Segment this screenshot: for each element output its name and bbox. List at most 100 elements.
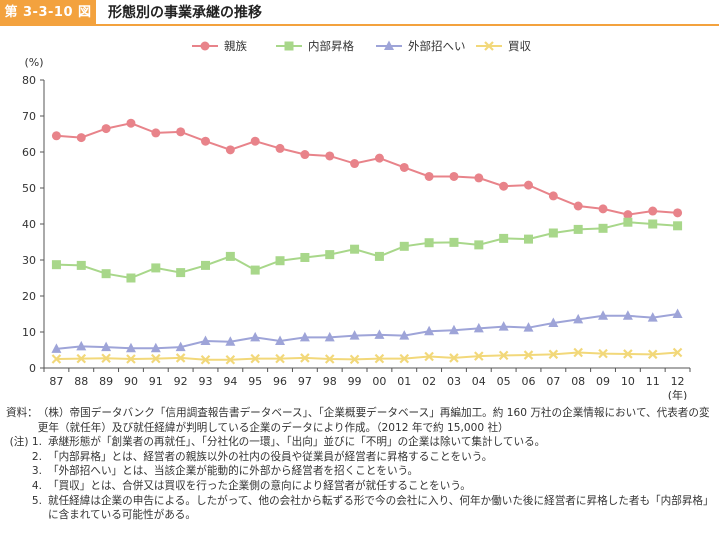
data-point — [424, 238, 434, 248]
y-tick-label: 0 — [29, 362, 36, 375]
data-point — [101, 269, 111, 279]
note-number: (注) 1. — [9, 436, 42, 449]
x-tick-label: 11 — [646, 375, 660, 388]
data-point — [673, 221, 683, 231]
data-point — [523, 322, 534, 332]
data-point — [374, 251, 384, 261]
data-point — [573, 313, 584, 324]
note-text: 「内部昇格」とは、経営者の親族以外の社内の役員や従業員が経営者に昇格することをい… — [48, 450, 493, 463]
data-point — [623, 217, 633, 227]
y-tick-label: 30 — [22, 254, 36, 267]
x-tick-label: 94 — [223, 375, 237, 388]
data-point — [51, 354, 62, 364]
x-tick-label: 05 — [497, 375, 511, 388]
data-point — [622, 310, 633, 320]
data-point — [648, 206, 658, 216]
y-tick-label: 20 — [22, 290, 36, 303]
data-point — [299, 331, 310, 342]
x-tick-label: 92 — [174, 375, 188, 388]
x-axis-label: (年) — [668, 388, 688, 400]
data-point — [150, 342, 161, 353]
data-point — [126, 273, 136, 283]
note-item: 2. 「内部昇格」とは、経営者の親族以外の社内の役員や従業員が経営者に昇格するこ… — [6, 450, 713, 465]
x-tick-label: 88 — [74, 375, 88, 388]
data-point — [474, 240, 484, 250]
data-point — [647, 312, 658, 322]
data-point — [151, 128, 161, 138]
note-item: 5. 就任経緯は企業の申告による。したがって、他の会社から転ずる形で今の会社に入… — [6, 494, 713, 523]
data-point — [76, 133, 86, 143]
x-tick-label: 09 — [596, 375, 610, 388]
data-point — [201, 260, 210, 270]
data-point — [151, 263, 161, 273]
header-rule — [96, 24, 719, 26]
data-point — [325, 151, 335, 161]
data-point — [474, 351, 484, 361]
data-point — [598, 204, 608, 214]
data-point — [200, 354, 211, 365]
data-point — [424, 325, 435, 336]
y-axis-label: (%) — [24, 56, 43, 69]
data-point — [176, 127, 186, 137]
x-tick-label: 12 — [671, 375, 685, 388]
data-point — [374, 353, 385, 364]
x-tick-label: 98 — [323, 375, 337, 388]
data-point — [548, 317, 559, 327]
data-point — [672, 308, 683, 318]
data-point — [349, 330, 360, 340]
data-point — [424, 171, 434, 181]
x-tick-label: 10 — [621, 375, 635, 388]
data-point — [449, 171, 459, 181]
data-point — [349, 354, 360, 365]
data-point — [126, 354, 136, 364]
legend-swatch-marker — [484, 41, 494, 51]
note-number: 3. — [31, 465, 42, 478]
data-point — [125, 342, 136, 353]
note-number: 5. — [31, 494, 42, 507]
data-point — [623, 349, 633, 359]
data-point — [623, 210, 633, 220]
x-tick-label: 97 — [298, 375, 312, 388]
data-point — [101, 341, 112, 352]
data-point — [275, 335, 286, 345]
data-point — [399, 353, 410, 364]
data-point — [648, 219, 658, 229]
note-item: (注) 1. 承継形態が「創業者の再就任」、「分社化の一環」、「出向」並びに「不… — [6, 435, 713, 450]
legend-label: 買収 — [508, 39, 531, 53]
data-point — [76, 353, 87, 364]
data-point — [548, 191, 558, 201]
y-tick-label: 40 — [22, 218, 36, 231]
y-tick-label: 70 — [22, 110, 36, 123]
data-point — [499, 181, 509, 191]
x-tick-label: 96 — [273, 375, 287, 388]
note-number: 4. — [31, 479, 42, 492]
data-point — [524, 180, 533, 190]
figure-title: 形態別の事業承継の推移 — [108, 5, 262, 21]
legend-swatch-marker — [384, 40, 394, 50]
series-line — [56, 122, 678, 216]
series-line — [56, 313, 678, 350]
data-point — [51, 343, 62, 353]
data-point — [672, 347, 683, 358]
x-tick-label: 04 — [472, 375, 486, 388]
data-point — [101, 353, 111, 364]
legend-swatch-marker — [284, 41, 294, 51]
data-point — [399, 241, 409, 251]
y-tick-label: 60 — [22, 146, 36, 159]
note-number: 2. — [31, 450, 42, 463]
y-tick-label: 80 — [22, 74, 36, 87]
data-point — [300, 150, 310, 160]
data-point — [449, 353, 459, 363]
data-point — [673, 208, 683, 218]
x-tick-label: 03 — [447, 375, 461, 388]
note-text: 就任経緯は企業の申告による。したがって、他の会社から転ずる形で今の会社に入り、何… — [48, 494, 709, 522]
note-text: 「外部招へい」とは、当該企業が能動的に外部から経営者を招くことをいう。 — [48, 465, 419, 478]
data-point — [275, 353, 285, 364]
data-point — [175, 353, 186, 363]
note-item: 3. 「外部招へい」とは、当該企業が能動的に外部から経営者を招くことをいう。 — [6, 464, 713, 479]
data-point — [399, 330, 410, 340]
data-point — [275, 143, 285, 153]
x-tick-label: 99 — [348, 375, 362, 388]
notes-section: 資料： （株）帝国データバンク「信用調査報告書データベース」、「企業概要データベ… — [6, 406, 713, 523]
data-point — [176, 268, 186, 278]
